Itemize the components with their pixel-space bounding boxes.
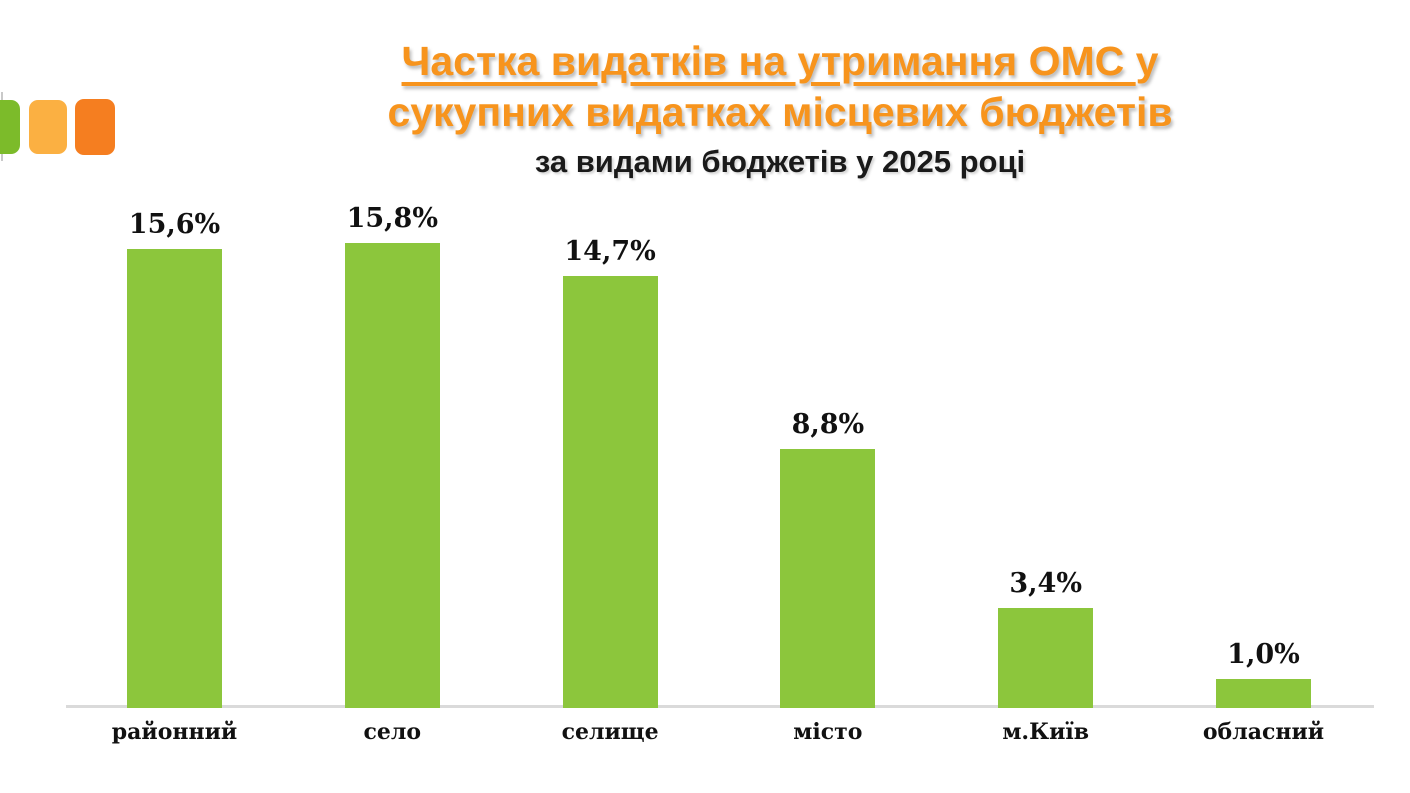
bar-value-label: 15,8% (346, 203, 439, 234)
bar-value-label: 8,8% (791, 409, 865, 440)
logo-amber-square (29, 100, 67, 154)
category-label: м.Київ (1002, 719, 1090, 745)
x-axis-line (66, 705, 1374, 708)
bar (344, 243, 440, 708)
bar-value-label: 1,0% (1227, 639, 1300, 670)
chart-title-underlined-part: Частка видатків на утримання ОМС (401, 38, 1136, 84)
category-label: обласний (1202, 719, 1325, 745)
bar-value-label: 3,4% (1009, 568, 1083, 599)
chart-title: Частка видатків на утримання ОМС у сукуп… (160, 36, 1400, 138)
category-label: селище (561, 719, 659, 745)
bar-value-label: 15,6% (128, 209, 221, 240)
logo-green-square (0, 100, 20, 154)
bar (1216, 679, 1311, 708)
chart-subtitle: за видами бюджетів у 2025 році (534, 144, 1026, 179)
bar (998, 608, 1094, 708)
bar (780, 449, 876, 708)
bar (562, 276, 658, 708)
category-label: районний (111, 719, 238, 745)
chart-title-line2: сукупних видатках місцевих бюджетів (387, 89, 1173, 135)
bar (127, 249, 222, 708)
title-block: Частка видатків на утримання ОМС у сукуп… (160, 36, 1400, 182)
category-label: село (363, 719, 422, 745)
category-label: місто (793, 719, 863, 745)
logo-orange-square (75, 99, 115, 155)
chart-title-tail: у (1135, 38, 1159, 84)
logo (0, 0, 160, 220)
bar-value-label: 14,7% (564, 236, 656, 267)
